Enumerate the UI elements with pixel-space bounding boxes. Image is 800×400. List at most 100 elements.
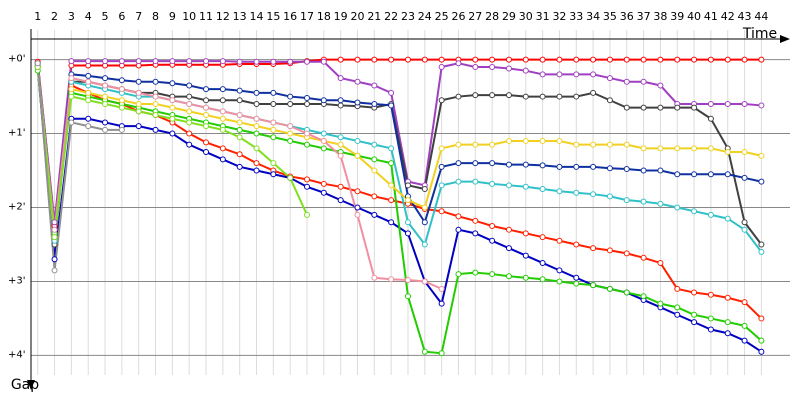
- point: [472, 178, 479, 185]
- point: [438, 300, 445, 307]
- point: [253, 130, 260, 137]
- point: [573, 163, 580, 170]
- point: [741, 219, 748, 226]
- point: [135, 123, 142, 130]
- point: [287, 137, 294, 144]
- x-tick-label: 4: [85, 10, 92, 23]
- point: [640, 78, 647, 85]
- point: [152, 78, 159, 85]
- point: [270, 58, 277, 65]
- point: [51, 234, 58, 241]
- point: [118, 77, 125, 84]
- point: [758, 241, 765, 248]
- point: [421, 56, 428, 63]
- point: [489, 63, 496, 70]
- point: [590, 89, 597, 96]
- point: [691, 145, 698, 152]
- point: [236, 163, 243, 170]
- point: [674, 204, 681, 211]
- point: [606, 97, 613, 104]
- point: [337, 56, 344, 63]
- point: [707, 56, 714, 63]
- point: [270, 160, 277, 167]
- point: [371, 156, 378, 163]
- point: [354, 78, 361, 85]
- point: [253, 100, 260, 107]
- point: [606, 285, 613, 292]
- point: [657, 82, 664, 89]
- point: [404, 276, 411, 283]
- point: [253, 145, 260, 152]
- point: [287, 58, 294, 65]
- point: [606, 193, 613, 200]
- point: [674, 311, 681, 318]
- point: [623, 289, 630, 296]
- point: [573, 189, 580, 196]
- x-tick-label: 6: [118, 10, 125, 23]
- point: [102, 75, 109, 82]
- point: [741, 337, 748, 344]
- point: [236, 151, 243, 158]
- x-tick-label: 38: [653, 10, 667, 23]
- point: [186, 108, 193, 115]
- point: [287, 123, 294, 130]
- point: [522, 56, 529, 63]
- point: [219, 108, 226, 115]
- point: [707, 291, 714, 298]
- point: [522, 161, 529, 168]
- point: [438, 145, 445, 152]
- y-axis-arrow: [27, 380, 35, 390]
- x-tick-label: 14: [250, 10, 264, 23]
- x-axis-arrow: [780, 35, 790, 43]
- point: [337, 75, 344, 82]
- x-tick-label: 28: [485, 10, 499, 23]
- point: [203, 112, 210, 119]
- point: [236, 87, 243, 94]
- point: [354, 188, 361, 195]
- point: [236, 112, 243, 119]
- point: [707, 171, 714, 178]
- x-tick-label: 18: [317, 10, 331, 23]
- point: [337, 141, 344, 148]
- x-tick-label: 8: [152, 10, 159, 23]
- point: [758, 178, 765, 185]
- point: [236, 119, 243, 126]
- point: [590, 282, 597, 289]
- point: [287, 174, 294, 181]
- point: [691, 208, 698, 215]
- point: [741, 226, 748, 233]
- point: [472, 141, 479, 148]
- point: [253, 123, 260, 130]
- point: [741, 174, 748, 181]
- point: [68, 86, 75, 93]
- point: [674, 104, 681, 111]
- point: [455, 226, 462, 233]
- point: [404, 219, 411, 226]
- point: [287, 100, 294, 107]
- point: [758, 315, 765, 322]
- point: [186, 82, 193, 89]
- point: [354, 137, 361, 144]
- point: [388, 276, 395, 283]
- point: [118, 86, 125, 93]
- point: [724, 56, 731, 63]
- point: [304, 100, 310, 107]
- x-tick-label: 5: [102, 10, 109, 23]
- point: [388, 102, 395, 109]
- point: [724, 149, 731, 156]
- point: [169, 115, 176, 122]
- point: [203, 123, 210, 130]
- point: [505, 273, 512, 280]
- point: [758, 152, 765, 159]
- point: [674, 145, 681, 152]
- point: [203, 149, 210, 156]
- point: [118, 104, 125, 111]
- x-tick-label: 25: [435, 10, 449, 23]
- point: [421, 186, 428, 193]
- x-tick-label: 20: [350, 10, 364, 23]
- x-tick-label: 22: [384, 10, 398, 23]
- point: [320, 180, 327, 187]
- point: [253, 160, 260, 167]
- point: [270, 171, 277, 178]
